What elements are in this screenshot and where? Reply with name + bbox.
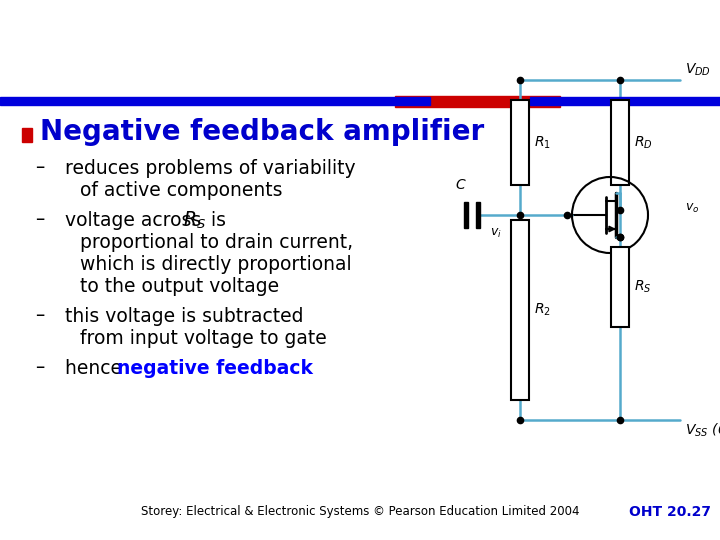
Bar: [0, 97, 430, 105]
Text: of active components: of active components: [80, 180, 282, 199]
Text: –: –: [35, 359, 44, 377]
Text: $v_i$: $v_i$: [490, 227, 502, 240]
Text: proportional to drain current,: proportional to drain current,: [80, 233, 353, 252]
Bar: [511, 100, 529, 185]
Bar: [611, 100, 629, 185]
Text: Negative feedback amplifier: Negative feedback amplifier: [40, 118, 485, 146]
Text: $R_S$: $R_S$: [183, 210, 206, 231]
Text: $V_{SS}$ (0 V): $V_{SS}$ (0 V): [685, 422, 720, 440]
Text: Storey: Electrical & Electronic Systems © Pearson Education Limited 2004: Storey: Electrical & Electronic Systems …: [140, 505, 580, 518]
Bar: [476, 202, 480, 228]
Text: is: is: [205, 211, 226, 229]
Bar: [464, 202, 468, 228]
Bar: [530, 97, 720, 105]
Text: $R_1$: $R_1$: [534, 134, 551, 151]
Text: which is directly proportional: which is directly proportional: [80, 254, 351, 273]
Text: OHT 20.27: OHT 20.27: [629, 505, 711, 519]
Text: $R_S$: $R_S$: [634, 279, 652, 295]
Text: reduces problems of variability: reduces problems of variability: [65, 159, 356, 178]
Text: –: –: [35, 159, 44, 178]
Text: this voltage is subtracted: this voltage is subtracted: [65, 307, 304, 326]
Text: hence: hence: [65, 359, 128, 377]
Bar: [395, 96, 560, 107]
Text: $R_2$: $R_2$: [534, 302, 551, 318]
Text: –: –: [35, 211, 44, 229]
Text: from input voltage to gate: from input voltage to gate: [80, 328, 327, 348]
Bar: [22, 128, 32, 142]
Text: $v_o$: $v_o$: [685, 201, 699, 214]
Text: voltage across: voltage across: [65, 211, 207, 229]
Text: $R_D$: $R_D$: [634, 134, 653, 151]
Bar: [611, 247, 629, 327]
Text: $V_{DD}$: $V_{DD}$: [685, 62, 711, 78]
Text: negative feedback: negative feedback: [117, 359, 313, 377]
Text: C: C: [455, 178, 465, 192]
Text: –: –: [35, 307, 44, 326]
Bar: [511, 220, 529, 400]
Text: to the output voltage: to the output voltage: [80, 276, 279, 295]
